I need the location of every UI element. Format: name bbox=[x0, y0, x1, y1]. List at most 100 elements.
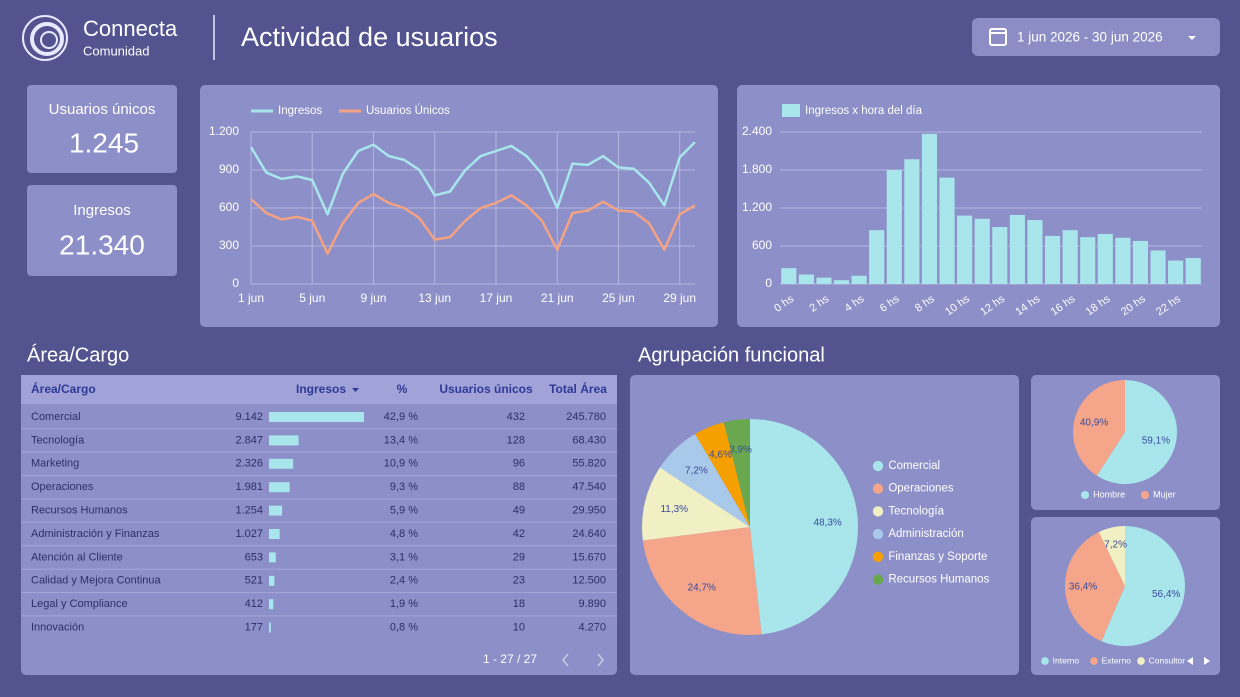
cell: 18 bbox=[513, 598, 525, 610]
cell-bar bbox=[269, 575, 275, 586]
kpi-label: Usuarios únicos bbox=[49, 101, 156, 118]
cell: 29 bbox=[513, 551, 525, 563]
date-picker[interactable]: 1 jun 2026 - 30 jun 2026 bbox=[972, 18, 1220, 56]
legend-pager[interactable] bbox=[1187, 657, 1210, 665]
legend-label: Interno bbox=[1053, 655, 1080, 665]
legend-label: Ingresos bbox=[278, 105, 322, 117]
cell: Comercial bbox=[31, 411, 81, 423]
x-tick-label: 1 jun bbox=[238, 291, 264, 305]
logo bbox=[22, 15, 68, 61]
cell: Atención al Cliente bbox=[31, 551, 123, 563]
legend-dot bbox=[872, 483, 884, 494]
cell: Legal y Compliance bbox=[31, 598, 128, 610]
slice-label: 11,3% bbox=[660, 504, 688, 515]
legend-dot bbox=[872, 574, 884, 585]
cell: 88 bbox=[513, 481, 525, 493]
bar bbox=[1027, 220, 1043, 284]
legend-dot bbox=[872, 551, 884, 562]
column-header: % bbox=[397, 382, 408, 396]
legend-dot bbox=[1090, 657, 1098, 665]
cell: 1.254 bbox=[235, 505, 263, 517]
kpi-card bbox=[27, 185, 177, 276]
cell-bar bbox=[269, 482, 290, 493]
x-tick-label: 25 jun bbox=[602, 291, 635, 305]
y-tick-label: 900 bbox=[219, 162, 239, 176]
cell: 15.670 bbox=[572, 551, 606, 563]
line-series bbox=[250, 192, 696, 255]
cell-bar bbox=[269, 458, 294, 469]
legend-label: Ingresos x hora del día bbox=[805, 105, 923, 117]
bar bbox=[798, 274, 814, 284]
bar bbox=[833, 280, 850, 284]
calendar-icon bbox=[989, 28, 1007, 46]
legend-label: Externo bbox=[1102, 655, 1132, 665]
cell: 0,8 % bbox=[390, 622, 418, 634]
legend-swatch bbox=[782, 104, 800, 117]
y-tick-label: 1.800 bbox=[742, 162, 772, 176]
y-tick-label: 2.400 bbox=[742, 124, 772, 138]
x-tick-label: 9 jun bbox=[360, 291, 386, 305]
cell: Innovación bbox=[31, 622, 84, 634]
legend-dot bbox=[1041, 657, 1049, 665]
bar bbox=[1185, 258, 1201, 284]
pie-slice bbox=[1073, 380, 1125, 476]
legend-label: Operaciones bbox=[888, 483, 953, 495]
brand-sub: Comunidad bbox=[83, 43, 150, 58]
legend-label: Comercial bbox=[888, 460, 940, 472]
pie-slice bbox=[695, 422, 750, 527]
pie-slice bbox=[723, 419, 750, 527]
cell: Administración y Finanzas bbox=[31, 528, 160, 540]
bar bbox=[974, 218, 990, 284]
slice-label: 56,4% bbox=[1152, 589, 1180, 600]
cell: 68.430 bbox=[572, 434, 606, 446]
prev-page[interactable] bbox=[562, 653, 569, 667]
bar bbox=[957, 215, 973, 284]
bar bbox=[816, 277, 832, 284]
legend-label: Mujer bbox=[1153, 489, 1176, 499]
cell: 24.640 bbox=[572, 528, 606, 540]
legend-label: Administración bbox=[888, 528, 963, 540]
legend-label: Consultor bbox=[1149, 655, 1186, 665]
pagination: 1 - 27 / 27 bbox=[483, 652, 537, 666]
x-tick-label: 21 jun bbox=[541, 291, 574, 305]
cell: 49 bbox=[513, 505, 525, 517]
cell-bar bbox=[269, 529, 280, 539]
cell: 42,9 % bbox=[384, 411, 418, 423]
bar bbox=[1097, 233, 1113, 284]
column-header: Área/Cargo bbox=[31, 381, 96, 396]
legend-label: Usuarios Únicos bbox=[366, 104, 450, 117]
cell: Tecnología bbox=[31, 434, 85, 446]
line-panel bbox=[200, 85, 718, 327]
cell: 521 bbox=[245, 575, 263, 587]
kpi-value: 21.340 bbox=[59, 229, 145, 260]
slice-label: 24,7% bbox=[688, 583, 716, 594]
pie-slice bbox=[1065, 532, 1125, 642]
cell: 1.027 bbox=[235, 528, 263, 540]
slice-label: 4,6% bbox=[709, 450, 732, 461]
dropdown-caret[interactable] bbox=[1188, 36, 1196, 40]
legend-dot bbox=[1137, 657, 1145, 665]
cell: 96 bbox=[513, 458, 525, 470]
column-header: Ingresos bbox=[296, 382, 346, 396]
bar bbox=[1132, 240, 1149, 284]
cell: 23 bbox=[513, 575, 525, 587]
cell-bar bbox=[269, 622, 271, 633]
bar bbox=[1150, 250, 1166, 284]
pie-slice bbox=[1096, 380, 1177, 484]
pie-slice bbox=[642, 527, 762, 635]
line-series bbox=[249, 141, 696, 216]
cell: 42 bbox=[513, 528, 525, 540]
legend-label: Tecnología bbox=[888, 505, 944, 517]
date-box[interactable] bbox=[972, 18, 1220, 56]
date-range[interactable]: 1 jun 2026 - 30 jun 2026 bbox=[1017, 30, 1163, 45]
cell-bar bbox=[269, 435, 299, 446]
table-header bbox=[21, 375, 617, 404]
legend-dot bbox=[1080, 490, 1090, 500]
cell: 177 bbox=[245, 622, 263, 634]
slice-label: 36,4% bbox=[1069, 582, 1097, 593]
cell: 4,8 % bbox=[390, 528, 418, 540]
x-tick-label: 13 jun bbox=[418, 291, 451, 305]
cell: Marketing bbox=[31, 458, 79, 470]
next-page[interactable] bbox=[597, 653, 604, 667]
slice-label: 3,9% bbox=[729, 444, 752, 455]
